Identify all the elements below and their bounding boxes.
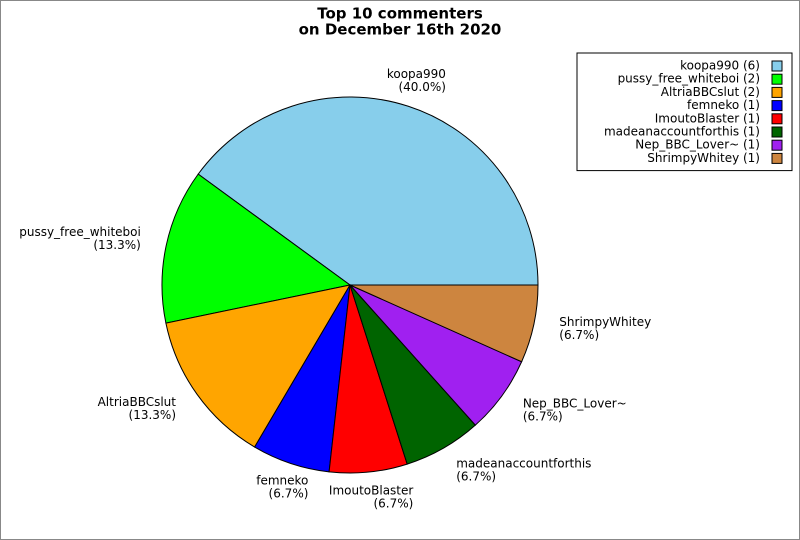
pie-slice [349, 284, 539, 363]
legend-swatch [771, 86, 783, 98]
legend-label: Nep_BBC_Lover~ (1) [635, 138, 760, 152]
pie-slice [197, 96, 539, 286]
slice-value-label: (6.7%) [456, 469, 496, 483]
slice-label: ShrimpyWhitey [559, 315, 651, 329]
slice-value-label: (6.7%) [559, 328, 599, 342]
legend-swatch [771, 113, 783, 125]
legend-swatch [771, 60, 783, 72]
legend-swatch [771, 139, 783, 151]
legend-swatch [771, 152, 783, 164]
legend-label: ShrimpyWhitey (1) [647, 151, 760, 165]
legend-label: AltriaBBCslut (2) [661, 85, 760, 99]
legend-label: madeanaccountforthis (1) [604, 125, 760, 139]
slice-label: Nep_BBC_Lover~ [523, 397, 627, 411]
slice-value-label: (6.7%) [523, 410, 563, 424]
legend-swatch [771, 126, 783, 138]
slice-value-label: (13.3%) [129, 408, 176, 422]
legend-swatch [771, 100, 783, 112]
slice-label: ImoutoBlaster [329, 483, 413, 497]
pie-slice [161, 173, 352, 324]
slice-label: koopa990 [387, 67, 446, 81]
slice-value-label: (6.7%) [269, 487, 309, 501]
slice-value-label: (40.0%) [398, 80, 445, 94]
legend-label: pussy_free_whiteboi (2) [618, 72, 760, 86]
slice-label: femneko [256, 474, 308, 488]
slice-value-label: (13.3%) [93, 238, 140, 252]
slice-value-label: (6.7%) [373, 496, 413, 510]
legend-box [576, 52, 793, 172]
legend-label: femneko (1) [687, 98, 760, 112]
legend-swatch [771, 73, 783, 85]
chart-title: Top 10 commenters [317, 5, 483, 23]
pie-slice [165, 284, 352, 448]
chart-title: on December 16th 2020 [299, 21, 502, 39]
legend-label: koopa990 (6) [680, 59, 760, 73]
legend-label: ImoutoBlaster (1) [655, 111, 760, 125]
slice-label: AltriaBBCslut [98, 395, 177, 409]
slice-label: pussy_free_whiteboi [19, 225, 141, 239]
slice-label: madeanaccountforthis [456, 456, 591, 470]
